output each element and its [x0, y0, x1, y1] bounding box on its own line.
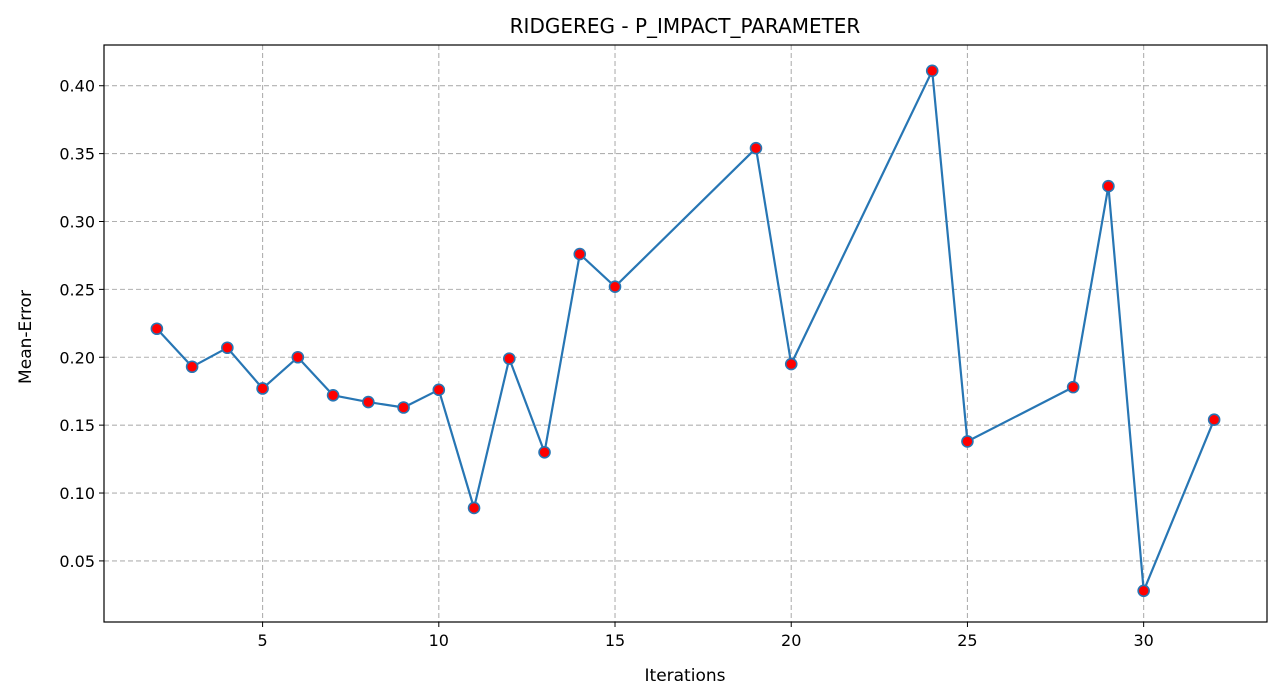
ticks: 5 10 15 20 25 30 0.05 0.10 0.15 0.20 0.25 0.30 0.35 0…	[59, 77, 1153, 650]
data-point	[291, 350, 305, 364]
series-layer	[150, 64, 1221, 598]
data-point	[1207, 413, 1221, 427]
y-tick-label: 0.20	[59, 348, 95, 367]
data-point	[185, 360, 199, 374]
y-tick-label: 0.15	[59, 416, 95, 435]
data-point	[925, 64, 939, 78]
x-tick-label: 25	[957, 631, 977, 650]
x-tick-label: 20	[781, 631, 801, 650]
x-tick-label: 5	[257, 631, 267, 650]
data-point	[256, 382, 269, 395]
data-point	[326, 388, 340, 402]
data-point	[1137, 584, 1150, 598]
data-point	[1066, 380, 1080, 394]
data-point	[467, 501, 481, 515]
x-tick-label: 30	[1133, 631, 1153, 650]
y-tick-label: 0.40	[59, 77, 95, 96]
y-tick-label: 0.25	[59, 280, 95, 299]
data-point	[573, 247, 587, 261]
series-line	[156, 69, 1216, 592]
y-tick-label: 0.35	[59, 145, 95, 164]
x-tick-label: 10	[429, 631, 449, 650]
data-point	[221, 341, 234, 355]
data-point	[749, 141, 763, 155]
data-point	[538, 445, 551, 459]
data-point	[397, 401, 410, 414]
data-point	[1102, 179, 1115, 193]
data-point	[608, 280, 622, 293]
data-point	[784, 357, 798, 371]
chart-title: RIDGEREG - P_IMPACT_PARAMETER	[510, 14, 861, 38]
y-axis-label: Mean-Error	[16, 290, 36, 384]
plot-frame	[103, 44, 1268, 623]
data-point	[961, 435, 974, 448]
y-tick-label: 0.05	[59, 552, 95, 571]
data-point	[150, 322, 164, 336]
y-tick-label: 0.10	[59, 484, 95, 503]
y-tick-label: 0.30	[59, 212, 95, 231]
grid	[104, 45, 1267, 622]
data-point	[362, 395, 375, 409]
data-point	[502, 352, 516, 365]
x-tick-label: 15	[605, 631, 625, 650]
x-axis-label: Iterations	[645, 666, 726, 686]
data-point	[432, 383, 446, 397]
